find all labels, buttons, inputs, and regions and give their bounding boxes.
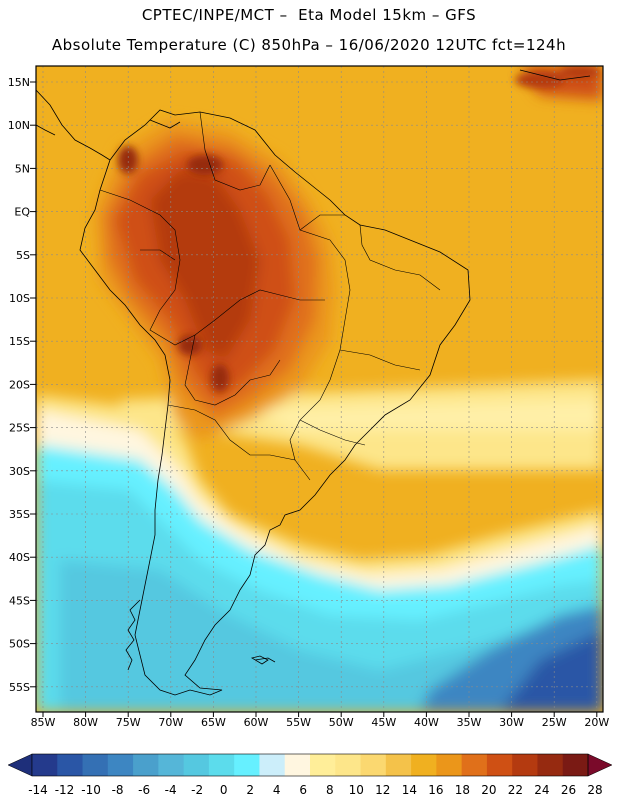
lat-label: 55S (9, 681, 30, 694)
colorbar-label: 22 (508, 783, 523, 797)
lat-label: 40S (9, 551, 30, 564)
lon-label: 80W (73, 716, 98, 729)
lat-label: 5N (15, 162, 30, 175)
lon-label: 40W (414, 716, 439, 729)
lat-label: 25S (9, 422, 30, 435)
coastlines (36, 69, 591, 696)
colorbar-label: -12 (55, 783, 75, 797)
colorbar-high-arrow (587, 753, 613, 777)
colorbar-label: 2 (246, 783, 254, 797)
colorbar-label: -4 (165, 783, 177, 797)
colorbar-label: -8 (112, 783, 124, 797)
lat-label: 10S (9, 292, 30, 305)
lon-label: 60W (244, 716, 269, 729)
lon-label: 35W (457, 716, 482, 729)
lon-label: 25W (542, 716, 567, 729)
colorbar-low-arrow (7, 753, 33, 777)
colorbar-swatch (486, 754, 513, 776)
lon-label: 50W (329, 716, 354, 729)
colorbar-label: 14 (402, 783, 417, 797)
colorbar-swatch (107, 754, 134, 776)
lat-label: 15N (8, 76, 30, 89)
colorbar-swatch (512, 754, 538, 776)
colorbar-swatch (562, 754, 589, 776)
south-america-coast (79, 109, 471, 696)
colorbar-swatch (385, 754, 412, 776)
colorbar-swatch (310, 754, 336, 776)
lon-label: 85W (31, 716, 56, 729)
colorbar-frame (31, 753, 589, 777)
colorbar-label: -14 (28, 783, 48, 797)
colorbar-label: 26 (561, 783, 576, 797)
lat-label: 20S (9, 378, 30, 391)
colorbar-label: 12 (375, 783, 390, 797)
colorbar-label: 24 (534, 783, 549, 797)
colorbar-swatch (436, 754, 463, 776)
colorbar-swatch (57, 754, 84, 776)
colorbar-swatch (461, 754, 488, 776)
lon-label: 30W (499, 716, 524, 729)
lon-label: 45W (371, 716, 396, 729)
longitude-labels: 85W 80W 75W 70W 65W 60W 55W 50W 45W 40W 35W 30W 25W 2… (31, 712, 609, 729)
colorbar-swatch (183, 754, 210, 776)
colorbar-label: 10 (349, 783, 364, 797)
colorbar-swatch (335, 754, 362, 776)
lat-label: 30S (9, 465, 30, 478)
latitude-labels: 15N 10N 5N EQ 5S 10S 15S 20S 25S 30S 35S 40S 45S 50S 5… (8, 76, 36, 694)
lon-label: 55W (286, 716, 311, 729)
colorbar-swatch (133, 754, 159, 776)
lon-label: 65W (201, 716, 226, 729)
lon-label: 70W (158, 716, 183, 729)
lat-label: 35S (9, 508, 30, 521)
lat-label: 15S (9, 335, 30, 348)
lat-label: 50S (9, 638, 30, 651)
lat-label: EQ (14, 206, 30, 219)
colorbar-label: 16 (428, 783, 443, 797)
colorbar-swatch (158, 754, 185, 776)
colorbar-label: 4 (273, 783, 281, 797)
lon-label: 75W (116, 716, 141, 729)
colorbar-swatch (208, 754, 235, 776)
colorbar-label: -2 (191, 783, 203, 797)
colorbar-swatch (259, 754, 286, 776)
colorbar-swatch (411, 754, 437, 776)
colorbar-label: 0 (220, 783, 228, 797)
colorbar-label: -6 (138, 783, 150, 797)
lat-label: 5S (16, 249, 30, 262)
title-field: Absolute Temperature (C) 850hPa – 16/06/… (51, 36, 567, 54)
colorbar-label: 20 (481, 783, 496, 797)
colorbar-label: 6 (299, 783, 307, 797)
colorbar-swatch (82, 754, 109, 776)
colorbar-swatch (234, 754, 260, 776)
colorbar-label: 18 (455, 783, 470, 797)
map-frame (35, 65, 604, 713)
colorbar-swatch (284, 754, 311, 776)
colorbar-swatch (537, 754, 564, 776)
colorbar-label: 28 (587, 783, 602, 797)
lon-label: 20W (584, 716, 609, 729)
country-borders (99, 111, 441, 481)
colorbar-label: -10 (81, 783, 101, 797)
lat-label: 45S (9, 594, 30, 607)
title-model: CPTEC/INPE/MCT – Eta Model 15km – GFS (141, 6, 477, 24)
temperature-field (36, 66, 603, 712)
colorbar-label: 8 (326, 783, 334, 797)
colorbar-swatch (32, 754, 58, 776)
colorbar-swatch (360, 754, 387, 776)
lat-label: 10N (8, 119, 30, 132)
colorbar-labels: -14 -12 -10 -8 -6 -4 -2 0 2 4 6 8 10 12 14 16 18 20 22 24 26… (28, 783, 602, 797)
colorbar (7, 753, 613, 777)
